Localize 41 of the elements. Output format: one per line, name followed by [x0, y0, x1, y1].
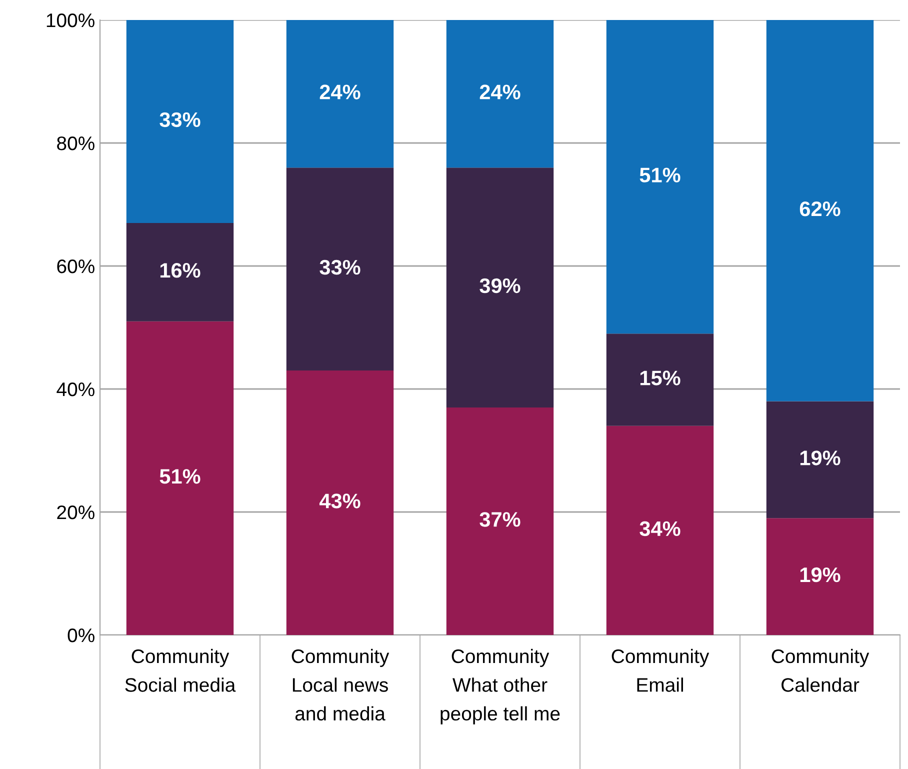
y-tick-label: 60%	[57, 259, 94, 274]
data-label: 37%	[480, 512, 520, 527]
data-label: 33%	[320, 260, 360, 275]
data-label: 24%	[320, 84, 360, 100]
data-label: 34%	[640, 521, 680, 536]
x-tick-label: Community What other people tell me	[440, 648, 560, 724]
bar	[446, 20, 554, 168]
x-tick-label: Community Local news and media	[292, 648, 390, 721]
bar	[286, 370, 394, 635]
data-label: 51%	[160, 469, 200, 484]
bar	[766, 20, 874, 402]
data-label: 24%	[480, 84, 520, 100]
y-tick-label: 40%	[56, 382, 94, 396]
bar	[606, 426, 714, 635]
y-tick-label: 0%	[68, 628, 94, 642]
data-label: 15%	[640, 370, 680, 386]
bar	[126, 321, 234, 635]
bar	[766, 518, 874, 635]
data-label: 51%	[640, 168, 680, 182]
bar	[606, 334, 714, 426]
y-tick-label: 20%	[57, 505, 94, 520]
x-tick-label: Community Calendar	[772, 648, 870, 692]
bar	[606, 20, 714, 334]
x-tick-label: Community Email	[612, 648, 710, 692]
x-tick-label: Community Social media	[125, 648, 236, 692]
data-label: 39%	[480, 278, 520, 294]
bar	[766, 401, 874, 518]
bar	[286, 168, 394, 371]
data-label: 33%	[160, 112, 200, 128]
data-label: 62%	[800, 201, 840, 216]
y-tick-label: 80%	[57, 136, 94, 150]
data-label: 19%	[800, 567, 840, 582]
data-label: 43%	[319, 494, 360, 508]
bar	[126, 222, 234, 322]
data-label: 16%	[160, 262, 200, 278]
data-label: 19%	[800, 450, 840, 466]
bar	[446, 168, 554, 408]
bar	[446, 407, 554, 635]
bar	[286, 20, 394, 168]
y-tick-label: 100%	[46, 13, 94, 28]
bar	[126, 20, 234, 223]
